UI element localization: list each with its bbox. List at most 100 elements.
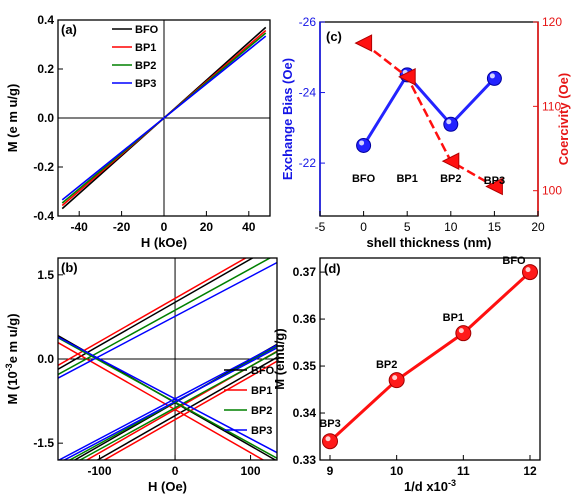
magnetization-line — [328, 270, 532, 443]
exchange-bias-point — [486, 70, 502, 86]
y-tick-label: 0.37 — [293, 265, 317, 279]
x-tick-label: 9 — [327, 464, 334, 478]
x-axis-label-exponent: -3 — [448, 478, 456, 488]
exchange-bias-point — [356, 137, 372, 153]
legend-label-bp3: BP3 — [251, 425, 272, 437]
point-label-bfo: BFO — [502, 255, 526, 267]
panel-label: (d) — [324, 261, 341, 276]
plot-frame — [319, 21, 539, 217]
right-y-tick-label: 120 — [542, 15, 562, 29]
y-tick-label: 0.4 — [37, 13, 54, 27]
panel-c-chart: -5 0 5 10 15 20 -22 -24 -26 100 110 120 BFO BP1 BP2 BP3… — [280, 15, 571, 250]
right-y-tick-label: 110 — [542, 99, 561, 113]
ascending-branch-bp3 — [58, 344, 277, 460]
point-highlight — [446, 119, 452, 125]
y-tick-label: 0.2 — [37, 62, 54, 76]
x-tick-label: 100 — [241, 464, 261, 478]
series-group — [61, 26, 267, 210]
sample-label-bp3: BP3 — [484, 175, 505, 187]
y-axis-label: M (e m u/g) — [5, 84, 20, 153]
x-tick-label: -40 — [71, 220, 89, 234]
x-tick-label: -100 — [88, 464, 112, 478]
coercivity-point — [485, 177, 503, 196]
point-highlight — [525, 267, 531, 273]
point-highlight — [458, 328, 464, 334]
x-tick-label: 10 — [444, 220, 458, 234]
sample-label-bp2: BP2 — [440, 173, 461, 185]
legend-label-bp3: BP3 — [135, 78, 156, 90]
left-y-axis-label: Exchange Bias (Oe) — [280, 58, 295, 180]
y-tick-label: 1.5 — [37, 268, 54, 282]
x-tick-label: 20 — [531, 220, 545, 234]
x-axis-label: H (kOe) — [141, 235, 187, 250]
y-axis-label-unit: e m u/g) — [5, 313, 20, 363]
series-line-bp3 — [61, 35, 267, 201]
magnetization-point — [322, 433, 338, 450]
y-tick-label: 0.36 — [293, 312, 317, 326]
left-y-tick-label: -22 — [299, 156, 317, 170]
y-axis-label: M (emu/g) — [272, 328, 287, 389]
lower-branch-bp2 — [78, 350, 277, 460]
magnetization-point — [388, 372, 405, 389]
legend-label-bfo: BFO — [251, 365, 275, 377]
panel-b-chart: -100 0 100 -1.5 0.0 1.5 H (Oe) M (10-3e m u/g) (… — [4, 257, 278, 494]
legend-label-bp1: BP1 — [135, 42, 156, 54]
sample-label-bp1: BP1 — [396, 173, 417, 185]
point-highlight — [489, 73, 495, 79]
y-tick-label: 0.33 — [293, 453, 317, 467]
panel-a-chart: -40 -20 0 20 40 -0.4 -0.2 0.0 0.2 0.4 H (kOe) M (e … — [5, 13, 271, 250]
upper-branch-bp2 — [58, 258, 272, 376]
x-tick-label: 40 — [242, 220, 256, 234]
x-tick-label: -20 — [113, 220, 131, 234]
x-axis-label: shell thickness (nm) — [367, 235, 492, 250]
x-tick-label: 0 — [360, 220, 367, 234]
point-highlight — [359, 140, 365, 146]
magnetization-point — [455, 325, 472, 342]
x-tick-label: 0 — [161, 220, 168, 234]
x-tick-label: 12 — [523, 464, 537, 478]
y-tick-label: -0.4 — [33, 209, 54, 223]
x-axis-label: 1/d x10-3 — [404, 478, 456, 494]
panel-label: (a) — [61, 22, 77, 37]
x-tick-label: 5 — [404, 220, 411, 234]
y-axis-label-exponent: -3 — [4, 363, 14, 371]
x-tick-label: 10 — [390, 464, 404, 478]
series-group — [58, 258, 277, 460]
left-y-tick-label: -26 — [299, 15, 317, 29]
x-axis-label: H (Oe) — [148, 479, 187, 494]
coercivity-point — [354, 34, 373, 52]
point-highlight — [392, 375, 398, 381]
lower-branch-bfo — [96, 356, 277, 460]
legend-label-bp1: BP1 — [251, 385, 272, 397]
right-y-axis-label: Coercivity (Oe) — [556, 73, 571, 165]
x-tick-label: 0 — [172, 464, 179, 478]
x-tick-label: 20 — [200, 220, 214, 234]
x-tick-label: 15 — [488, 220, 502, 234]
legend-label-bp2: BP2 — [135, 60, 156, 72]
exchange-bias-line — [362, 72, 496, 147]
panel-d-chart: 9 10 11 12 0.33 0.34 0.35 0.36 0.37 BP3 BP2 BP1 BFO 1… — [272, 255, 541, 494]
coercivity-point — [398, 68, 416, 86]
lower-branch-bp1 — [102, 360, 277, 460]
left-y-tick-label: -24 — [299, 86, 317, 100]
point-label-bp3: BP3 — [319, 418, 340, 430]
lower-branch-bp3 — [62, 347, 277, 460]
y-tick-label: 0.0 — [37, 111, 54, 125]
exchange-bias-point — [443, 116, 459, 132]
x-tick-label: 11 — [457, 464, 470, 478]
sample-label-bfo: BFO — [352, 173, 376, 185]
point-label-bp2: BP2 — [376, 359, 397, 371]
y-tick-label: -1.5 — [33, 436, 54, 450]
point-label-bp1: BP1 — [443, 312, 464, 324]
x-tick-label: -5 — [315, 220, 326, 234]
y-tick-label: 0.35 — [293, 359, 317, 373]
y-axis-label: M (10-3e m u/g) — [4, 313, 20, 404]
panel-label: (c) — [326, 29, 342, 44]
right-y-tick-label: 100 — [542, 184, 562, 198]
legend-label-bfo: BFO — [135, 24, 159, 36]
plot-frame — [319, 257, 541, 461]
y-axis-label-part: M (10 — [5, 371, 20, 404]
x-axis-label-part: 1/d x10 — [404, 479, 448, 494]
coercivity-point — [441, 152, 460, 170]
panel-label: (b) — [61, 260, 78, 275]
